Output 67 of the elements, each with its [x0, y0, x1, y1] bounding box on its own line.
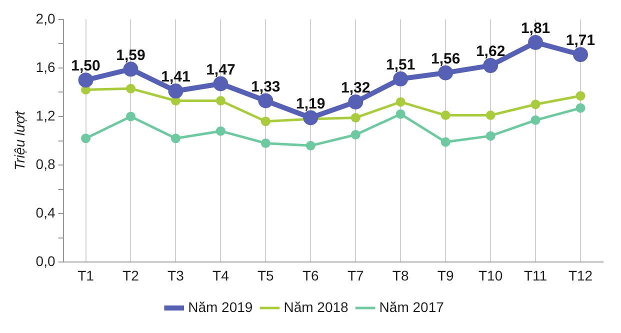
point	[486, 110, 496, 120]
point	[260, 116, 270, 126]
y-tick-label: 2,0	[36, 10, 56, 26]
point	[306, 140, 316, 150]
data-label: 1,81	[520, 20, 550, 38]
y-tick-label: 1,6	[36, 58, 56, 75]
point	[576, 91, 586, 101]
point	[438, 65, 454, 80]
x-tick-label: T7	[347, 267, 364, 284]
y-tick-label: 1,2	[36, 107, 56, 124]
point	[350, 112, 360, 122]
point	[440, 110, 450, 120]
data-label: 1,51	[386, 56, 416, 74]
point	[216, 96, 226, 106]
point	[396, 109, 406, 119]
point	[78, 72, 94, 88]
data-label: 1,32	[341, 80, 370, 97]
legend-label: Năm 2018	[284, 298, 349, 315]
point	[348, 94, 364, 110]
x-tick-label: T5	[257, 267, 274, 284]
y-tick-label: 0,4	[36, 204, 56, 220]
x-tick-label: T12	[568, 267, 593, 284]
point	[396, 97, 406, 107]
x-tick-label: T9	[437, 267, 454, 284]
data-label: 1,62	[476, 43, 506, 60]
point	[528, 34, 544, 50]
legend-label: Năm 2017	[379, 298, 444, 315]
x-tick-label: T10	[478, 267, 503, 284]
x-tick-label: T11	[524, 267, 548, 284]
point	[126, 112, 136, 122]
legend-label: Năm 2019	[188, 298, 253, 315]
point	[573, 47, 588, 62]
point	[260, 138, 270, 148]
data-label: 1,33	[251, 78, 280, 96]
x-tick-label: T8	[392, 267, 409, 284]
x-tick-label: T1	[78, 267, 94, 284]
data-label: 1,59	[116, 46, 146, 64]
point	[216, 126, 226, 136]
point	[350, 130, 360, 140]
point	[170, 134, 180, 144]
point	[258, 93, 274, 108]
data-label: 1,47	[206, 61, 236, 78]
point	[483, 58, 498, 74]
point	[303, 110, 318, 126]
point	[123, 62, 138, 77]
x-tick-label: T4	[212, 267, 230, 284]
point	[486, 131, 496, 141]
data-label: 1,41	[161, 68, 190, 86]
point	[530, 115, 540, 125]
data-label: 1,56	[430, 50, 460, 68]
point	[393, 71, 408, 86]
y-tick-label: 0,0	[36, 253, 56, 270]
point	[576, 103, 586, 113]
x-tick-label: T6	[302, 267, 320, 284]
x-tick-label: T3	[168, 267, 184, 284]
point	[530, 100, 540, 110]
data-label: 1,50	[71, 58, 100, 75]
y-tick-label: 0,8	[36, 156, 56, 172]
point	[126, 84, 136, 94]
data-label: 1,19	[296, 95, 326, 112]
point	[81, 134, 90, 144]
point	[168, 84, 184, 99]
data-label: 1,71	[566, 32, 596, 50]
x-tick-label: T2	[122, 267, 140, 284]
y-axis-title: Triệu lượt	[11, 110, 28, 170]
point	[440, 137, 450, 147]
point	[213, 76, 228, 92]
